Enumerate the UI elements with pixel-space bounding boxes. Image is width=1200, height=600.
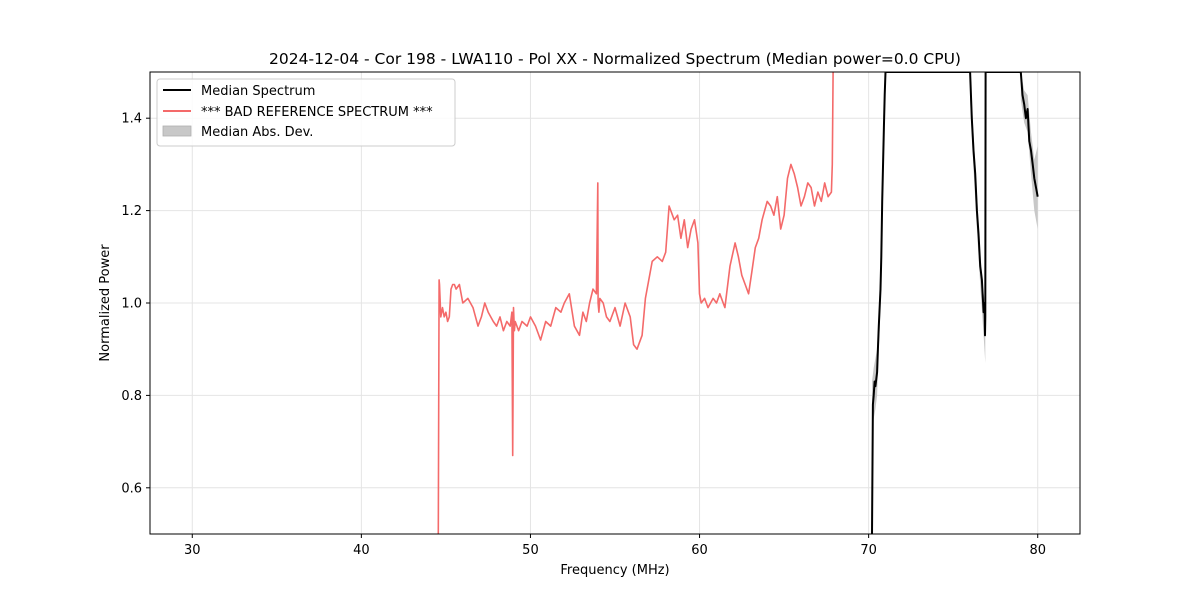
legend-label-bad-reference: *** BAD REFERENCE SPECTRUM ***: [201, 105, 433, 120]
y-tick-label: 1.4: [121, 112, 142, 127]
legend-swatch-mad: [162, 125, 192, 137]
y-axis: 0.6 0.8 1.0 1.2 1.4: [121, 112, 150, 496]
x-axis: 30 40 50 60 70 80: [184, 534, 1046, 558]
x-tick-label: 60: [691, 543, 708, 558]
legend-label-mad: Median Abs. Dev.: [201, 125, 313, 140]
bad-reference-spectrum-line: [437, 72, 834, 534]
y-tick-label: 1.0: [121, 297, 142, 312]
y-tick-label: 1.2: [121, 204, 142, 219]
x-tick-label: 50: [522, 543, 539, 558]
y-tick-label: 0.8: [121, 389, 142, 404]
legend-box: [156, 78, 456, 147]
chart-title: 2024-12-04 - Cor 198 - LWA110 - Pol XX -…: [269, 50, 961, 68]
x-tick-label: 70: [860, 543, 877, 558]
x-axis-label: Frequency (MHz): [560, 563, 669, 578]
legend-label-median: Median Spectrum: [201, 84, 315, 99]
x-tick-label: 80: [1029, 543, 1046, 558]
x-tick-label: 40: [353, 543, 370, 558]
grid: [150, 72, 1080, 534]
data-layer: [437, 72, 1039, 534]
median-spectrum-line: [871, 72, 1039, 534]
y-axis-label: Normalized Power: [98, 244, 113, 362]
legend: Median Spectrum *** BAD REFERENCE SPECTR…: [156, 78, 456, 147]
x-tick-label: 30: [184, 543, 201, 558]
y-tick-label: 0.6: [121, 481, 142, 496]
